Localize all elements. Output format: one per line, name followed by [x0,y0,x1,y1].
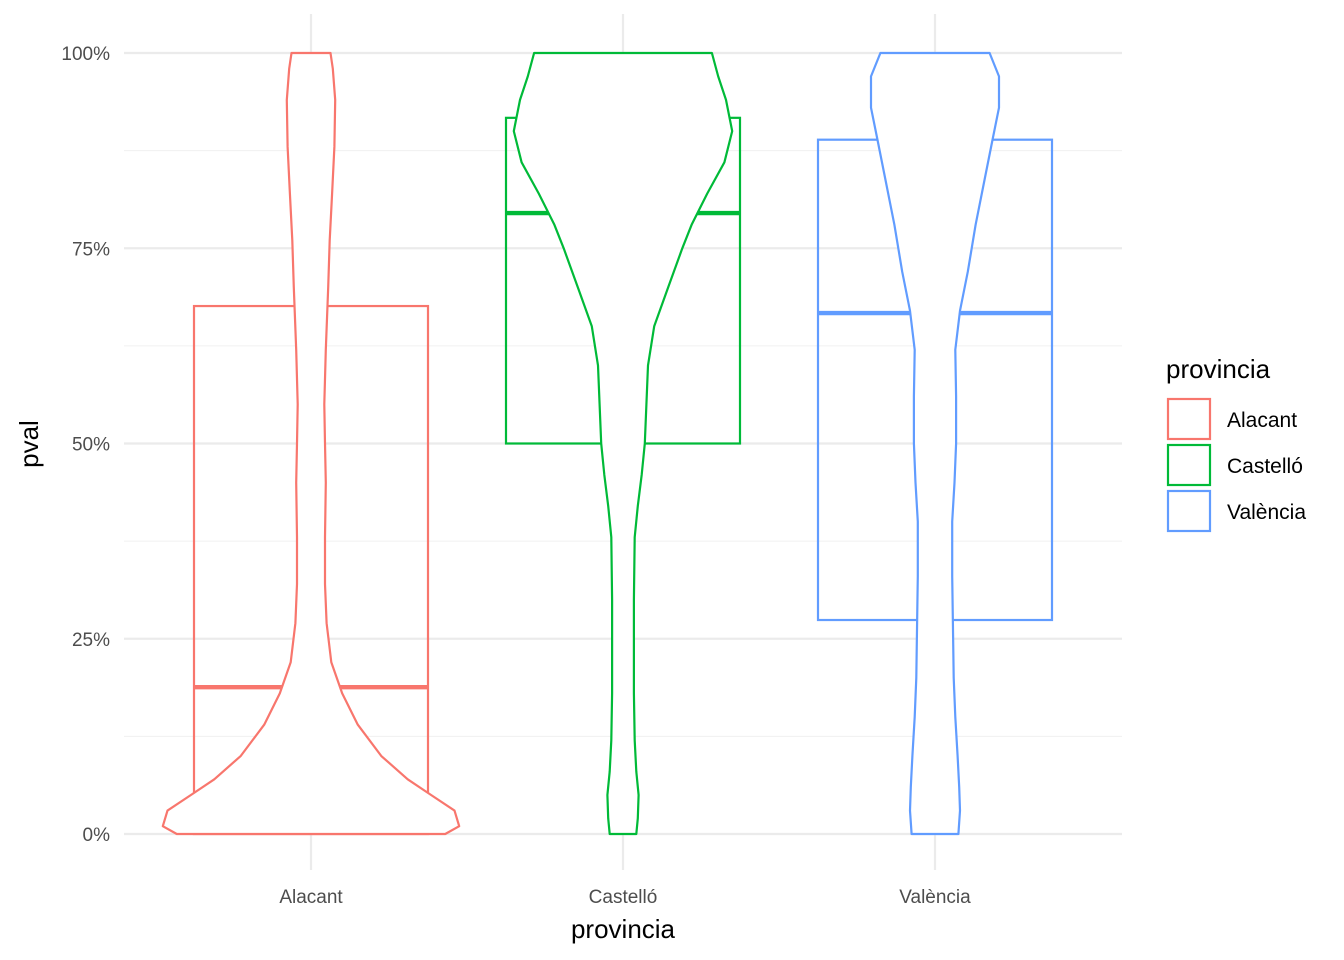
legend-label: Alacant [1227,409,1297,432]
legend-label: Castelló [1227,455,1303,478]
violin [161,51,461,836]
series-3 [816,51,1054,836]
violin [869,51,1001,836]
y-tick-label: 100% [61,44,110,65]
x-tick-label: València [899,887,971,908]
y-axis-title: pval [14,420,44,468]
y-tick-label: 25% [72,630,110,651]
legend-label: València [1227,501,1306,524]
x-axis-title: provincia [571,914,676,944]
chart-marks [161,51,1054,836]
violin [512,51,734,836]
legend-key [1166,397,1212,441]
series-2 [504,51,742,836]
legend-title: provincia [1166,354,1271,384]
y-tick-label: 0% [83,825,111,846]
legend-key [1166,489,1212,533]
legend-key [1166,443,1212,487]
y-tick-label: 50% [72,435,110,456]
axes: 0% 25% 50% 75% 100% Alacant Castelló València [61,44,971,908]
series-1 [161,51,461,836]
x-tick-label: Alacant [279,887,343,908]
x-tick-label: Castelló [589,887,658,908]
legend: provincia Alacant Castelló València [1166,354,1306,533]
y-tick-label: 75% [72,239,110,260]
